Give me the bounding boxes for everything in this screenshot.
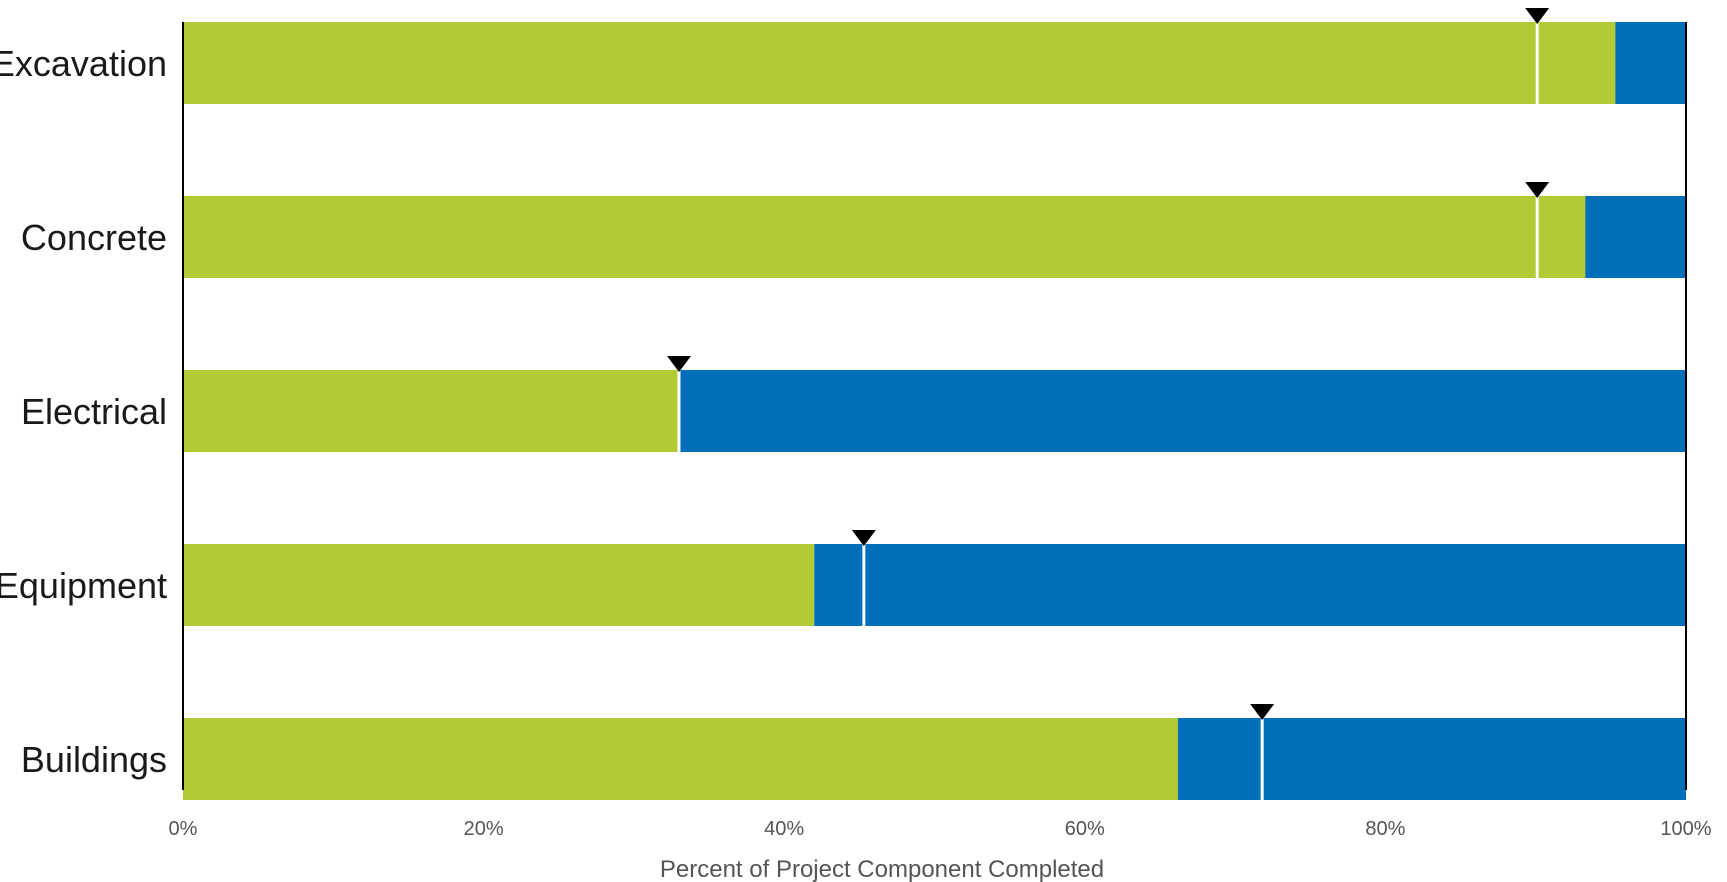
markers-layer [666, 8, 1550, 800]
bar-buildings-remaining [1177, 718, 1686, 800]
axes-layer [182, 22, 1687, 790]
category-label-buildings: Buildings [21, 739, 167, 780]
bar-concrete-remaining [1585, 196, 1686, 278]
x-tick-label: 60% [1065, 818, 1105, 840]
bar-buildings-completed [183, 718, 1178, 800]
bar-equipment-completed [183, 544, 815, 626]
x-axis-title: Percent of Project Component Completed [660, 856, 1104, 882]
category-label-equipment: Equipment [0, 565, 167, 606]
category-label-concrete: Concrete [21, 217, 167, 258]
x-tick-label: 20% [464, 818, 504, 840]
labels-layer: Excavation Concrete Electrical Equipment Bui… [0, 43, 1712, 840]
x-tick-label: 80% [1365, 818, 1405, 840]
marker-triangle-equipment [851, 530, 876, 546]
marker-triangle-buildings [1250, 704, 1275, 720]
bar-concrete-completed [183, 196, 1586, 278]
x-tick-label: 0% [169, 818, 198, 840]
x-tick-label: 100% [1660, 818, 1711, 840]
marker-triangle-excavation [1525, 8, 1550, 24]
bar-electrical-completed [183, 370, 679, 452]
bar-excavation-completed [183, 22, 1616, 104]
marker-triangle-electrical [666, 356, 691, 372]
bar-excavation-remaining [1615, 22, 1686, 104]
category-label-electrical: Electrical [21, 391, 167, 432]
category-label-excavation: Excavation [0, 43, 167, 84]
bar-equipment-remaining [814, 544, 1686, 626]
bar-electrical-remaining [678, 370, 1686, 452]
bars-layer [183, 22, 1686, 800]
marker-triangle-concrete [1525, 182, 1550, 198]
x-tick-label: 40% [764, 818, 804, 840]
